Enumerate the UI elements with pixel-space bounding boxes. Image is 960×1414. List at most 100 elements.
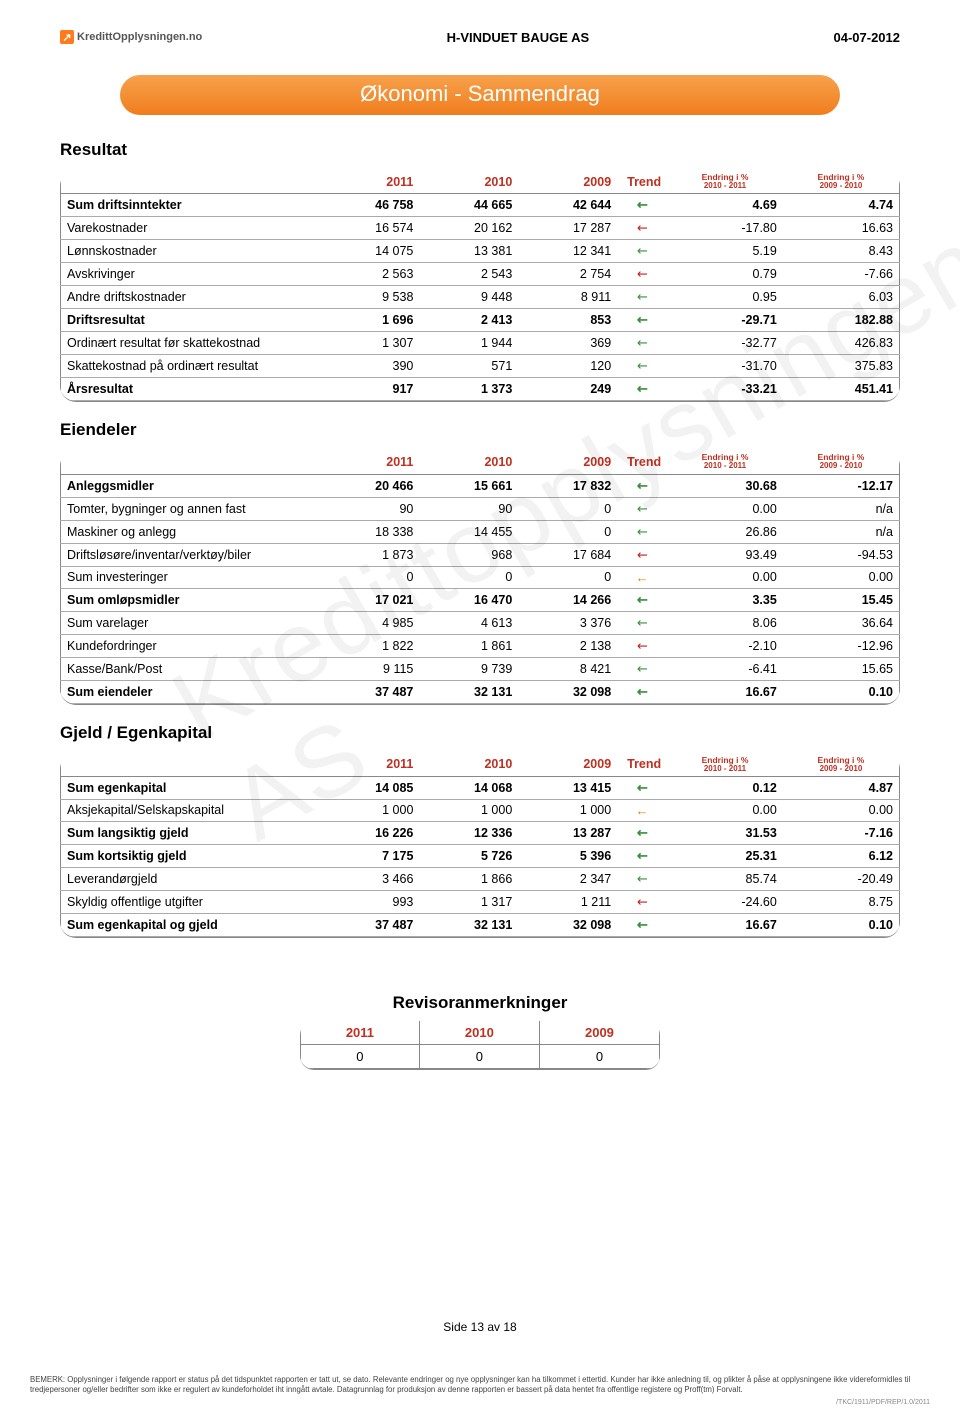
col-change2: Endring i %2009 - 2010 <box>783 170 900 194</box>
table-gjeld-shell: 201120102009TrendEndring i %2010 - 2011E… <box>60 753 900 938</box>
cell: 13 381 <box>419 240 518 263</box>
cell-change2: -7.66 <box>783 263 900 286</box>
table-row: Sum egenkapital og gjeld37 48732 13132 0… <box>61 913 900 936</box>
cell-change2: -12.96 <box>783 634 900 657</box>
cell-trend: ↖ <box>617 240 667 263</box>
cell: 8 421 <box>518 657 617 680</box>
col-trend: Trend <box>617 753 667 777</box>
row-label: Skyldig offentlige utgifter <box>61 890 321 913</box>
cell-change2: -7.16 <box>783 821 900 844</box>
row-label: Sum omløpsmidler <box>61 588 321 611</box>
cell: 5 726 <box>419 844 518 867</box>
cell-change1: -6.41 <box>667 657 783 680</box>
row-label: Sum kortsiktig gjeld <box>61 844 321 867</box>
cell-change1: -32.77 <box>667 332 783 355</box>
cell-trend: ← <box>617 566 667 588</box>
row-label: Kundefordringer <box>61 634 321 657</box>
cell-change1: 4.69 <box>667 194 783 217</box>
cell-change2: 426.83 <box>783 332 900 355</box>
cell: 0 <box>518 497 617 520</box>
cell-change1: 0.95 <box>667 286 783 309</box>
trend-up-icon: ↖ <box>633 380 652 399</box>
col-year: 2010 <box>419 170 518 194</box>
cell: 0 <box>518 520 617 543</box>
cell: 1 000 <box>419 799 518 821</box>
row-label: Lønnskostnader <box>61 240 321 263</box>
page-number: Side 13 av 18 <box>60 1320 900 1334</box>
cell-change1: -31.70 <box>667 355 783 378</box>
table-row: Sum kortsiktig gjeld7 1755 7265 396↖25.3… <box>61 844 900 867</box>
cell: 42 644 <box>518 194 617 217</box>
rev-col: 2011 <box>301 1021 420 1045</box>
trend-up-icon: ↖ <box>633 915 652 934</box>
trend-up-icon: ↖ <box>633 357 652 376</box>
col-trend: Trend <box>617 170 667 194</box>
table-row: Anleggsmidler20 46615 66117 832↖30.68-12… <box>61 474 900 497</box>
cell: 1 866 <box>419 867 518 890</box>
rev-col: 2010 <box>419 1021 539 1045</box>
cell: 571 <box>419 355 518 378</box>
cell-trend: ↖ <box>617 520 667 543</box>
trend-up-icon: ↖ <box>633 869 652 888</box>
cell: 17 684 <box>518 543 617 566</box>
cell-trend: ↙ <box>617 890 667 913</box>
row-label: Sum langsiktig gjeld <box>61 821 321 844</box>
cell: 32 131 <box>419 680 518 703</box>
cell: 390 <box>321 355 420 378</box>
cell: 13 415 <box>518 776 617 799</box>
logo-text: KredittOpplysningen.no <box>77 31 202 43</box>
rev-cell: 0 <box>301 1044 420 1068</box>
company-name: H-VINDUET BAUGE AS <box>202 30 833 45</box>
table-row: Sum langsiktig gjeld16 22612 33613 287↖3… <box>61 821 900 844</box>
col-year: 2009 <box>518 753 617 777</box>
cell-change2: 15.45 <box>783 588 900 611</box>
cell: 14 085 <box>321 776 420 799</box>
cell: 32 098 <box>518 680 617 703</box>
table-row: Sum eiendeler37 48732 13132 098↖16.670.1… <box>61 680 900 703</box>
cell-change2: 451.41 <box>783 378 900 401</box>
cell: 2 413 <box>419 309 518 332</box>
trend-up-icon: ↖ <box>633 778 652 797</box>
row-label: Sum driftsinntekter <box>61 194 321 217</box>
cell: 17 021 <box>321 588 420 611</box>
cell-change1: 25.31 <box>667 844 783 867</box>
cell: 968 <box>419 543 518 566</box>
cell-change1: -2.10 <box>667 634 783 657</box>
cell: 1 373 <box>419 378 518 401</box>
col-year: 2010 <box>419 450 518 474</box>
row-label: Anleggsmidler <box>61 474 321 497</box>
table-row: Sum egenkapital14 08514 06813 415↖0.124.… <box>61 776 900 799</box>
cell: 917 <box>321 378 420 401</box>
trend-up-icon: ↖ <box>633 682 652 701</box>
cell-trend: ↖ <box>617 844 667 867</box>
cell: 120 <box>518 355 617 378</box>
trend-up-icon: ↖ <box>633 823 652 842</box>
cell-change2: 6.12 <box>783 844 900 867</box>
trend-down-icon: ↙ <box>633 545 652 564</box>
cell: 12 341 <box>518 240 617 263</box>
row-label: Sum eiendeler <box>61 680 321 703</box>
cell: 7 175 <box>321 844 420 867</box>
table-row: Maskiner og anlegg18 33814 4550↖26.86n/a <box>61 520 900 543</box>
cell-change1: -29.71 <box>667 309 783 332</box>
cell-trend: ↖ <box>617 680 667 703</box>
cell-trend: ↙ <box>617 263 667 286</box>
table-row: Skyldig offentlige utgifter9931 3171 211… <box>61 890 900 913</box>
cell-trend: ↖ <box>617 588 667 611</box>
cell-change2: n/a <box>783 520 900 543</box>
col-year: 2011 <box>321 753 420 777</box>
cell: 46 758 <box>321 194 420 217</box>
cell-trend: ↖ <box>617 657 667 680</box>
trend-down-icon: ↙ <box>633 892 652 911</box>
trend-up-icon: ↖ <box>633 522 652 541</box>
table-eiendeler: 201120102009TrendEndring i %2010 - 2011E… <box>60 450 900 703</box>
col-year: 2011 <box>321 170 420 194</box>
col-change1: Endring i %2010 - 2011 <box>667 170 783 194</box>
cell-trend: ↙ <box>617 634 667 657</box>
col-year: 2009 <box>518 450 617 474</box>
cell-change1: 5.19 <box>667 240 783 263</box>
trend-up-icon: ↖ <box>633 334 652 353</box>
cell-trend: ↙ <box>617 217 667 240</box>
cell: 37 487 <box>321 680 420 703</box>
col-change1: Endring i %2010 - 2011 <box>667 753 783 777</box>
